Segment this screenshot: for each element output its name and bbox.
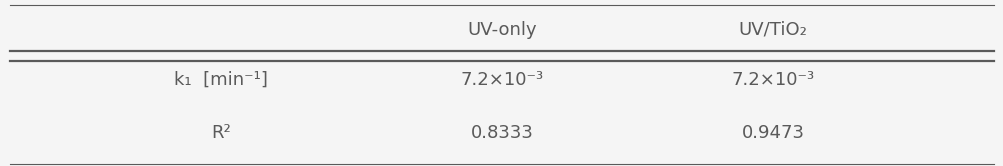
- Text: 0.9473: 0.9473: [741, 124, 803, 142]
- Text: 7.2×10⁻³: 7.2×10⁻³: [460, 71, 543, 89]
- Text: UV/TiO₂: UV/TiO₂: [738, 21, 806, 39]
- Text: UV-only: UV-only: [466, 21, 537, 39]
- Text: R²: R²: [211, 124, 231, 142]
- Text: 0.8333: 0.8333: [470, 124, 533, 142]
- Text: 7.2×10⁻³: 7.2×10⁻³: [731, 71, 813, 89]
- Text: k₁  [min⁻¹]: k₁ [min⁻¹]: [174, 71, 268, 89]
